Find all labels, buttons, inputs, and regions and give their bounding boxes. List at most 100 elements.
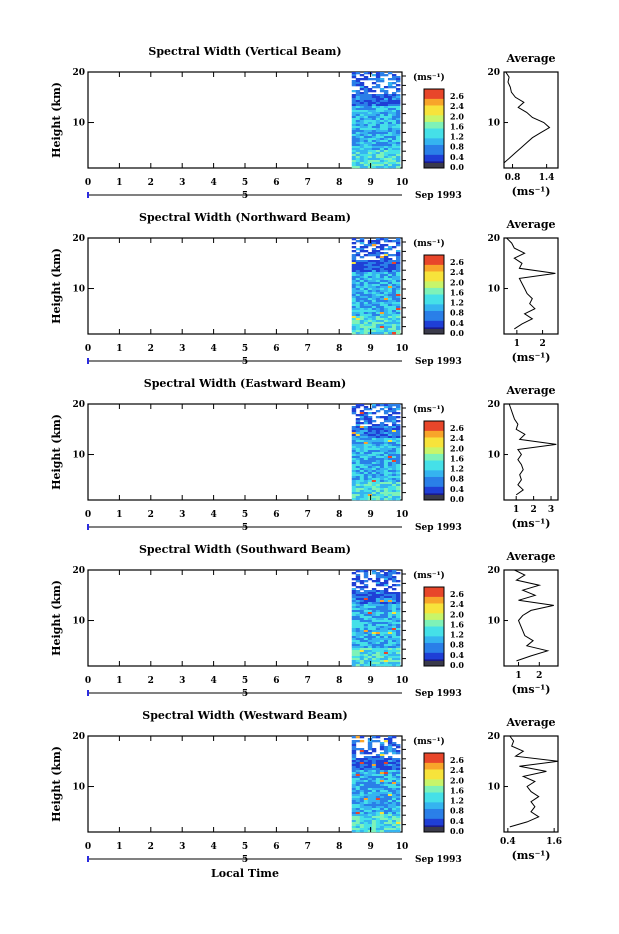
colorbar-swatch [424,802,444,807]
heatmap-cell [391,660,397,663]
colorbar-unit: (ms⁻¹) [413,72,445,83]
heatmap-cell [379,638,385,641]
x-tick-label: 6 [273,344,279,354]
heatmap-cell [355,612,361,615]
colorbar-label: 2.0 [450,609,464,619]
heatmap-cell [367,264,373,267]
heatmap-cell [383,412,389,415]
colorbar-swatch [424,447,444,452]
heatmap-cell [395,156,401,159]
heatmap-cell [367,778,373,781]
heatmap-cell [363,774,369,777]
heatmap-cell [367,614,373,617]
heatmap-cell [383,814,389,817]
heatmap-cell [371,162,377,165]
heatmap-cell [387,462,393,465]
heatmap-cell [395,332,401,335]
heatmap-cell [379,620,385,623]
heatmap-cell [383,784,389,787]
heatmap-cell [379,642,385,645]
heatmap-cell [379,816,385,819]
heatmap-cell [383,812,389,815]
heatmap-cell [391,108,397,111]
heatmap-cell [351,432,357,435]
heatmap-cell [351,138,357,141]
heatmap-cell [395,444,401,447]
heatmap-cell [371,158,377,161]
heatmap-cell [351,776,357,779]
heatmap-cell [371,406,377,409]
colorbar-swatch [424,457,444,461]
heatmap-cell [367,422,373,425]
colorbar-swatch [424,121,444,126]
heatmap-cell [355,474,361,477]
heatmap-cell [383,790,389,793]
heatmap-cell [371,316,377,319]
heatmap-cell [391,136,397,139]
heatmap-cell [395,778,401,781]
heatmap-cell [371,802,377,805]
heatmap-cell [375,578,381,581]
heatmap-cell [351,816,357,819]
heatmap-cell [351,82,357,85]
heatmap-cell [383,762,389,765]
heatmap-cell [363,628,369,631]
heatmap-cell [363,164,369,167]
heatmap-cell [383,238,389,241]
heatmap-cell [363,250,369,253]
heatmap-cell [391,802,397,805]
heatmap-cell [371,90,377,93]
heatmap-cell [367,448,373,451]
heatmap-cell [395,458,401,461]
heatmap-cell [379,492,385,495]
heatmap-cell [391,768,397,771]
heatmap-cell [383,826,389,829]
heatmap-cell [363,636,369,639]
heatmap-cell [351,254,357,257]
colorbar-swatch [424,437,444,442]
heatmap-cell [391,290,397,293]
heatmap-cell [395,268,401,271]
heatmap-cell [383,462,389,465]
heatmap-cell [363,316,369,319]
heatmap-cell [351,650,357,653]
heatmap-cell [359,638,365,641]
heatmap-cell [351,72,357,75]
heatmap-cell [355,126,361,129]
heatmap-cell [355,262,361,265]
heatmap-cell [391,312,397,315]
heatmap-cell [367,454,373,457]
heatmap-cell [351,286,357,289]
heatmap-cell [363,572,369,575]
heatmap-cell [351,596,357,599]
heatmap-cell [367,592,373,595]
heatmap-cell [359,328,365,331]
heatmap-cell [351,74,357,77]
heatmap-cell [387,740,393,743]
heatmap-cell [391,254,397,257]
heatmap-cell [379,408,385,411]
heatmap-cell [383,768,389,771]
heatmap-cell [371,436,377,439]
heatmap-cell [383,664,389,667]
heatmap-cell [363,782,369,785]
heatmap-cell [367,638,373,641]
heatmap-cell [359,156,365,159]
heatmap-cell [359,78,365,81]
heatmap-cell [391,608,397,611]
heatmap-cell [383,800,389,803]
heatmap-cell [355,664,361,667]
heatmap-cell [367,308,373,311]
colorbar-swatch [424,89,444,93]
heatmap-cell [387,286,393,289]
heatmap-cell [351,774,357,777]
heatmap-cell [359,494,365,497]
heatmap-cell [371,820,377,823]
heatmap-cell [387,778,393,781]
heatmap-cell [395,790,401,793]
heatmap-cell [387,766,393,769]
colorbar-label: 2.4 [450,101,464,111]
heatmap-cell [391,416,397,419]
heatmap-cell [395,304,401,307]
heatmap-cell [367,488,373,491]
